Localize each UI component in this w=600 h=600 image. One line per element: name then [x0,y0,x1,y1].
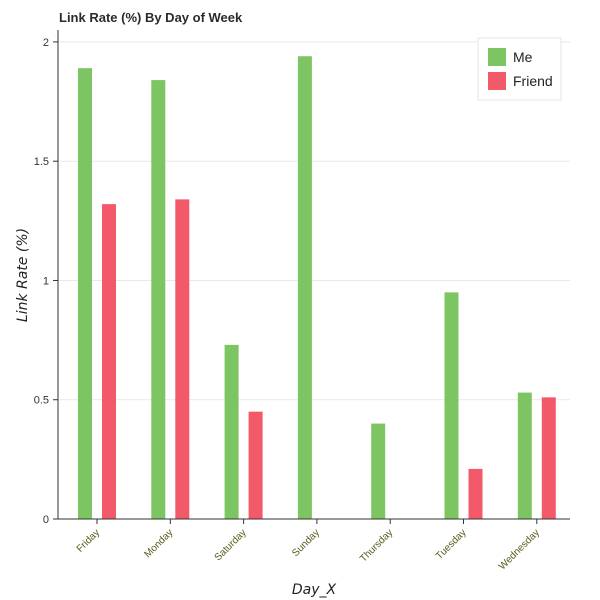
bar-friend-wednesday [541,397,556,519]
bar-friend-tuesday [468,468,483,519]
x-axis-label: Day_X [292,582,337,598]
bar-friend-monday [175,199,190,520]
bar-me-saturday [224,344,239,519]
legend-swatch-friend [488,72,506,90]
bars [78,56,556,520]
bar-me-thursday [371,423,386,519]
bar-me-tuesday [444,292,459,519]
x-tick-label: Saturday [213,527,249,563]
y-tick-label: 0 [43,514,49,526]
x-tick-label: Sunday [290,527,322,559]
x-tick-label: Wednesday [497,527,542,572]
chart-title: Link Rate (%) By Day of Week [59,10,243,25]
x-tick-label: Monday [142,527,175,560]
y-tick-label: 0.5 [34,395,49,407]
bar-me-wednesday [517,392,532,519]
legend-box [477,37,562,101]
x-tick-label: Thursday [358,527,395,564]
y-tick-label: 1 [43,275,49,287]
y-axis-label: Link Rate (%) [15,228,31,322]
bar-friend-friday [102,204,116,519]
x-ticks: Friday Monday Saturday Sunday Thursday Tuesda… [75,519,542,572]
y-ticks: 0 0.5 1 1.5 2 [34,37,58,526]
legend-label-me: Me [513,49,533,65]
bar-me-sunday [297,56,312,520]
bar-friend-saturday [248,411,263,519]
legend: Me Friend [477,37,562,101]
legend-label-friend: Friend [513,73,553,89]
bar-me-monday [151,80,166,519]
legend-swatch-me [488,48,506,66]
y-tick-label: 2 [43,37,49,49]
bar-me-friday [78,68,92,519]
axes [57,30,570,520]
x-tick-label: Tuesday [434,527,469,562]
x-tick-label: Friday [75,527,102,554]
y-tick-label: 1.5 [34,156,49,168]
